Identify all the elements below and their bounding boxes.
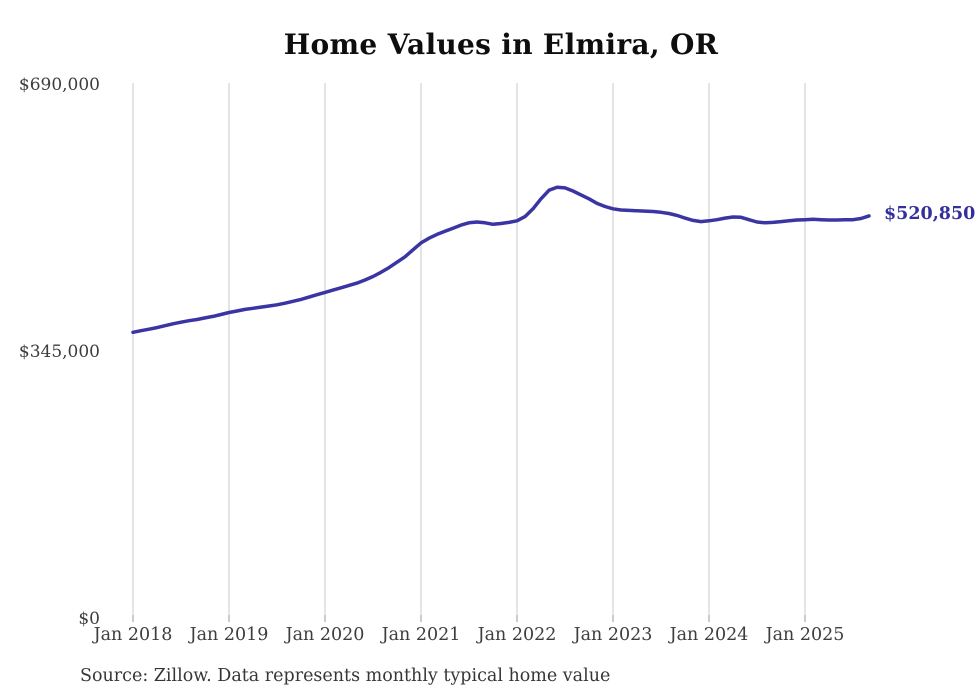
x-tick-label: Jan 2022 xyxy=(477,625,557,645)
chart-title: Home Values in Elmira, OR xyxy=(283,28,719,61)
y-tick-label: $690,000 xyxy=(18,75,100,95)
x-tick-label: Jan 2021 xyxy=(381,625,461,645)
y-tick-label: $0 xyxy=(78,609,100,629)
y-tick-label: $345,000 xyxy=(18,342,100,362)
home-value-line xyxy=(131,185,871,335)
x-tick-label: Jan 2019 xyxy=(189,625,269,645)
x-tick-label: Jan 2020 xyxy=(285,625,365,645)
x-tick-label: Jan 2024 xyxy=(669,625,749,645)
x-tick-label: Jan 2025 xyxy=(765,625,845,645)
x-tick-label: Jan 2018 xyxy=(93,625,173,645)
current-value-label: $520,850 xyxy=(884,203,976,224)
source-note: Source: Zillow. Data represents monthly … xyxy=(80,666,611,686)
x-tick-label: Jan 2023 xyxy=(573,625,653,645)
